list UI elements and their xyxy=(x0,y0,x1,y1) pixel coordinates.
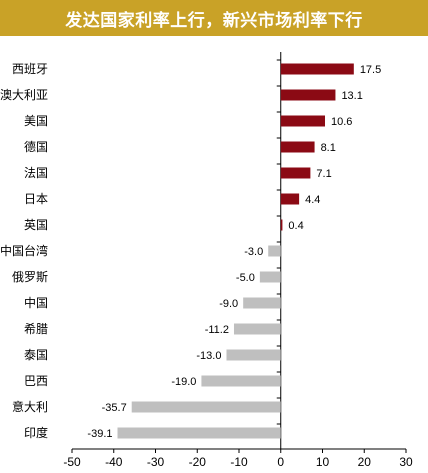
bar xyxy=(201,375,281,387)
chart-title: 发达国家利率上行，新兴市场利率下行 xyxy=(0,0,428,36)
bar xyxy=(233,323,281,335)
data-label: -5.0 xyxy=(236,272,255,284)
bar xyxy=(280,193,300,205)
x-tick-label: -10 xyxy=(230,455,248,469)
data-label: 10.6 xyxy=(331,116,352,128)
category-label: 德国 xyxy=(24,139,48,154)
bar xyxy=(131,401,281,413)
category-label: 俄罗斯 xyxy=(12,270,48,284)
data-label: -11.2 xyxy=(205,324,229,336)
bar xyxy=(268,245,281,257)
x-tick-label: -50 xyxy=(63,455,81,469)
bar xyxy=(259,271,281,283)
data-label: -3.0 xyxy=(244,246,263,258)
data-label: 0.4 xyxy=(288,220,303,232)
data-label: 4.4 xyxy=(305,194,320,206)
category-label: 日本 xyxy=(24,192,48,206)
x-tick-label: -40 xyxy=(105,455,123,469)
category-label: 法国 xyxy=(24,166,48,180)
x-tick-label: 0 xyxy=(277,455,284,469)
bar xyxy=(280,89,336,101)
x-tick-label: 30 xyxy=(399,455,413,469)
bar xyxy=(280,141,315,153)
bar xyxy=(226,349,281,361)
bar xyxy=(280,115,326,127)
category-label: 中国台湾 xyxy=(0,243,48,258)
bar xyxy=(280,63,354,75)
bar xyxy=(280,167,311,179)
category-label: 澳大利亚 xyxy=(0,88,48,102)
bar xyxy=(117,427,281,439)
category-label: 美国 xyxy=(24,114,48,128)
data-label: -35.7 xyxy=(102,402,127,414)
data-label: 13.1 xyxy=(341,90,362,102)
category-label: 印度 xyxy=(24,425,48,440)
data-label: 8.1 xyxy=(321,142,336,154)
data-label: -9.0 xyxy=(219,298,238,310)
category-label: 希腊 xyxy=(24,321,48,336)
data-label: -39.1 xyxy=(87,428,112,440)
x-tick-label: -20 xyxy=(189,455,207,469)
bar xyxy=(280,219,283,231)
bar xyxy=(243,297,281,309)
data-label: 7.1 xyxy=(316,168,331,180)
data-label: -13.0 xyxy=(196,350,221,362)
x-tick-label: -30 xyxy=(147,455,165,469)
category-label: 意大利 xyxy=(12,399,48,414)
category-label: 巴西 xyxy=(24,374,48,388)
category-label: 中国 xyxy=(24,295,48,310)
category-label: 西班牙 xyxy=(12,62,48,76)
x-tick-label: 20 xyxy=(358,455,372,469)
data-label: -19.0 xyxy=(171,376,196,388)
category-label: 英国 xyxy=(24,218,48,232)
data-label: 17.5 xyxy=(360,64,381,76)
x-tick-label: 10 xyxy=(316,455,330,469)
category-label: 泰国 xyxy=(24,348,48,362)
